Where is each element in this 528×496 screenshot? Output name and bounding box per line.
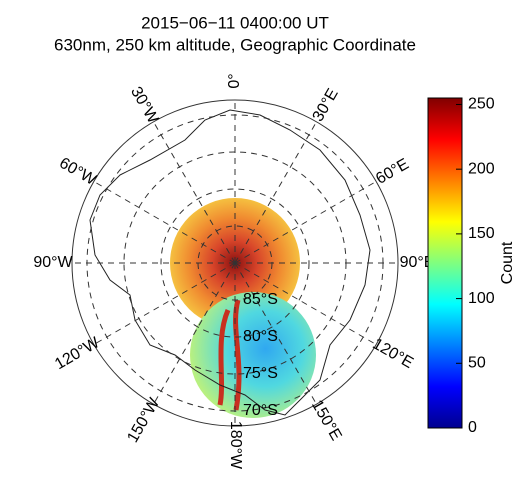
meridian-label: 180°W	[227, 421, 244, 470]
title: 2015−06−11 0400:00 UT	[141, 13, 329, 32]
colorbar-tick-label: 150	[468, 225, 495, 242]
meridian-label: 0°	[226, 73, 243, 88]
map: 2015−06−11 0400:00 UT 630nm, 250 km alti…	[0, 0, 528, 496]
meridian-label: 30°E	[310, 86, 342, 125]
all-sky-image	[190, 292, 316, 418]
colorbar-tick-label: 200	[468, 160, 495, 177]
parallel-label: 85°S	[243, 291, 278, 308]
meridian-label: 120°E	[370, 335, 416, 372]
meridian-label: 90°W	[33, 254, 73, 271]
colorbar-tick-label: 100	[468, 290, 495, 307]
parallel-label: 75°S	[243, 365, 278, 382]
subtitle: 630nm, 250 km altitude, Geographic Coord…	[54, 35, 416, 54]
colorbar-tick-label: 250	[468, 96, 495, 113]
meridian-label: 60°W	[56, 155, 99, 190]
meridian-label: 150°E	[308, 397, 345, 443]
meridian-label: 30°W	[127, 84, 162, 127]
meridian-label: 150°W	[124, 395, 163, 446]
colorbar-tick-label: 50	[468, 355, 486, 372]
colorbar-tick-label: 0	[468, 419, 477, 436]
parallel-label: 70°S	[243, 402, 278, 419]
colorbar-label: Count	[499, 241, 516, 284]
meridian-label: 120°W	[52, 334, 103, 373]
parallel-label: 80°S	[243, 328, 278, 345]
meridian-label: 60°E	[373, 156, 412, 188]
colorbar	[428, 98, 462, 428]
